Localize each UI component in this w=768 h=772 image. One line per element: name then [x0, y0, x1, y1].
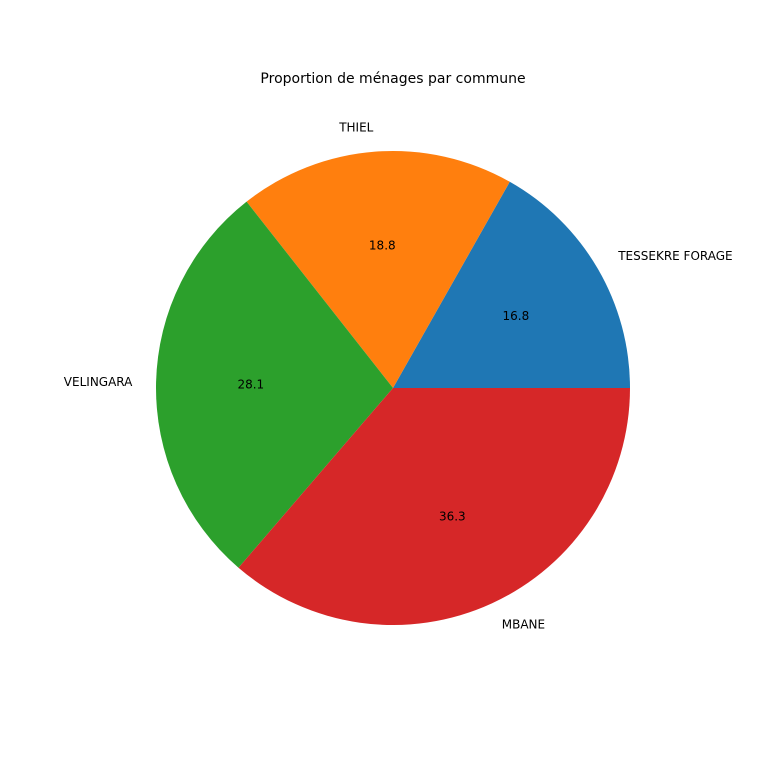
slice-value-mbane: 36.3 — [439, 510, 466, 524]
chart-title: Proportion de ménages par commune — [260, 71, 525, 87]
pie-slices — [156, 151, 630, 625]
slice-value-tessekre-forage: 16.8 — [502, 309, 529, 323]
slice-label-tessekre-forage: TESSEKRE FORAGE — [617, 249, 732, 263]
pie-labels: TESSEKRE FORAGE 16.8 THIEL 18.8 VELINGARA 28.… — [64, 121, 733, 632]
slice-label-mbane: MBANE — [502, 617, 545, 631]
slice-value-thiel: 18.8 — [369, 239, 396, 253]
pie-slice-tessekre-forage — [393, 181, 630, 388]
slice-value-velingara: 28.1 — [237, 377, 264, 391]
pie-slice-mbane — [238, 388, 630, 625]
pie-slice-velingara — [156, 201, 393, 568]
pie-slice-thiel — [246, 151, 510, 388]
slice-label-velingara: VELINGARA — [64, 375, 133, 389]
slice-label-thiel: THIEL — [338, 121, 373, 135]
